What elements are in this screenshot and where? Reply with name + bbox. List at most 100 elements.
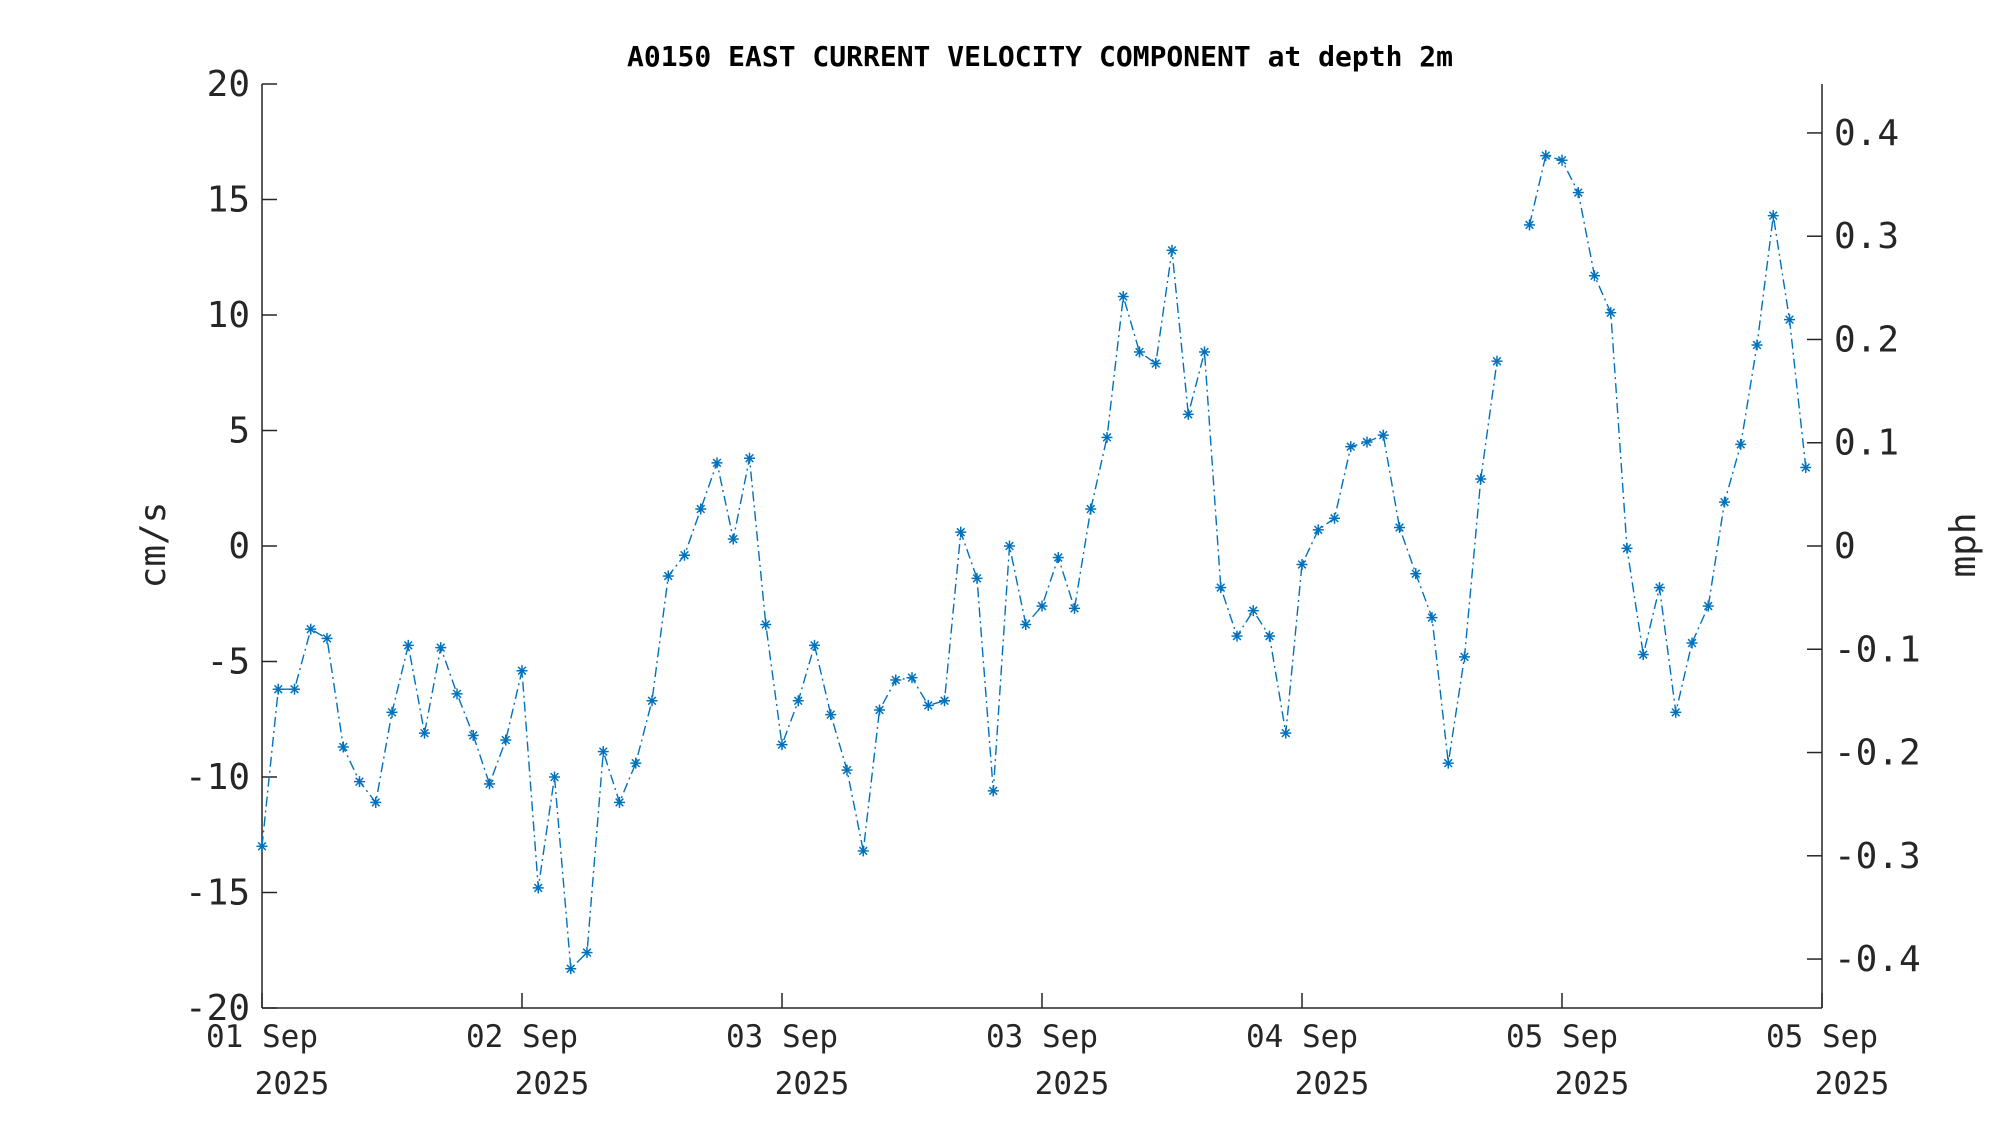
data-point bbox=[1312, 524, 1324, 536]
data-point bbox=[1719, 496, 1730, 508]
data-point bbox=[565, 963, 577, 975]
data-point bbox=[1264, 630, 1275, 642]
y-tick-label-right: -0.2 bbox=[1834, 733, 1921, 774]
data-point bbox=[987, 785, 999, 797]
data-point bbox=[1637, 649, 1649, 661]
data-point bbox=[289, 683, 300, 695]
data-point bbox=[1800, 461, 1812, 473]
y-tick-label-right: -0.3 bbox=[1834, 836, 1921, 877]
data-point bbox=[500, 734, 512, 746]
data-point bbox=[467, 729, 479, 741]
data-point bbox=[955, 526, 967, 538]
y-tick-label-right: 0.3 bbox=[1834, 216, 1899, 257]
data-point bbox=[435, 642, 447, 654]
y-tick-label-right: -0.4 bbox=[1834, 939, 1921, 980]
data-point bbox=[1036, 600, 1048, 612]
data-point bbox=[646, 695, 658, 707]
data-point bbox=[1540, 150, 1552, 162]
plot-axes: 20 15 10 5 0 -5 -10 -15 -20 0.4 0.3 0.2 0.1 0 -0.1 -0.2… bbox=[185, 64, 1921, 1102]
x-tick-label-day: 01 Sep bbox=[206, 1019, 318, 1055]
data-point bbox=[370, 796, 382, 808]
data-point bbox=[1329, 512, 1340, 524]
data-point bbox=[857, 845, 869, 857]
y-tick-label-right: 0 bbox=[1834, 526, 1856, 567]
y-axis-label-right: mph bbox=[1943, 512, 1984, 577]
y-tick-label-left: 10 bbox=[207, 295, 250, 336]
data-point bbox=[532, 882, 544, 894]
data-point bbox=[939, 695, 950, 707]
y-tick-label-right: -0.1 bbox=[1834, 629, 1921, 670]
y-tick-label-right: 0.4 bbox=[1834, 113, 1899, 154]
x-tick-label-day: 03 Sep bbox=[726, 1019, 838, 1055]
data-point bbox=[1361, 436, 1373, 448]
data-point bbox=[1735, 438, 1747, 450]
data-point bbox=[727, 533, 739, 545]
data-point bbox=[1247, 605, 1259, 617]
y-tick-label-left: 15 bbox=[207, 180, 250, 221]
data-point bbox=[1784, 314, 1795, 326]
x-tick-label-year: 2025 bbox=[515, 1066, 590, 1102]
data-point bbox=[1166, 244, 1178, 256]
data-point bbox=[1767, 210, 1779, 222]
y-tick-label-right: 0.1 bbox=[1834, 423, 1899, 464]
x-tick-label-year: 2025 bbox=[1815, 1066, 1890, 1102]
data-point bbox=[792, 695, 804, 707]
data-point bbox=[809, 639, 820, 651]
data-point bbox=[354, 776, 365, 788]
y-tick-label-left: 5 bbox=[228, 411, 250, 452]
data-point bbox=[581, 947, 593, 959]
data-point bbox=[516, 665, 528, 677]
data-point bbox=[1621, 542, 1633, 554]
data-point bbox=[695, 503, 707, 515]
x-tick-label-day: 03 Sep bbox=[986, 1019, 1098, 1055]
data-point bbox=[1572, 187, 1584, 199]
data-point bbox=[1134, 346, 1145, 358]
data-point bbox=[451, 688, 463, 700]
data-point bbox=[1670, 706, 1682, 718]
data-point bbox=[906, 672, 918, 684]
x-tick-label-year: 2025 bbox=[255, 1066, 330, 1102]
x-tick-label-day: 02 Sep bbox=[466, 1019, 578, 1055]
y-tick-label-left: 20 bbox=[207, 64, 250, 105]
x-tick-label-year: 2025 bbox=[1555, 1066, 1630, 1102]
data-point bbox=[1605, 307, 1617, 319]
data-point bbox=[874, 704, 885, 716]
data-point bbox=[419, 727, 430, 739]
data-point bbox=[1524, 219, 1535, 231]
data-point bbox=[662, 570, 674, 582]
data-point bbox=[1182, 408, 1194, 420]
data-point bbox=[1426, 612, 1438, 624]
data-point bbox=[597, 746, 609, 758]
data-point bbox=[1654, 582, 1665, 594]
data-point bbox=[1020, 619, 1032, 631]
data-point bbox=[1069, 602, 1080, 614]
y-tick-label-left: -15 bbox=[185, 873, 250, 914]
data-point bbox=[776, 739, 788, 751]
data-point bbox=[890, 674, 902, 686]
data-point bbox=[1004, 540, 1015, 552]
data-point bbox=[1556, 154, 1568, 166]
data-point bbox=[484, 778, 495, 790]
y-axis-label-left: cm/s bbox=[133, 502, 174, 589]
plot-marks bbox=[256, 150, 1812, 975]
data-point bbox=[1085, 503, 1097, 515]
x-tick-label-year: 2025 bbox=[1295, 1066, 1370, 1102]
data-point bbox=[1199, 346, 1210, 358]
data-point bbox=[744, 452, 755, 464]
data-point bbox=[1231, 630, 1243, 642]
data-point bbox=[402, 639, 414, 651]
x-tick-label-year: 2025 bbox=[1035, 1066, 1110, 1102]
chart-title: A0150 EAST CURRENT VELOCITY COMPONENT at… bbox=[627, 40, 1453, 73]
data-point bbox=[1475, 473, 1487, 485]
data-point bbox=[337, 741, 349, 753]
data-point bbox=[1377, 429, 1389, 441]
x-tick-label-day: 05 Sep bbox=[1506, 1019, 1618, 1055]
data-point bbox=[1101, 431, 1113, 443]
y-tick-label-left: -20 bbox=[185, 988, 250, 1029]
data-point bbox=[614, 796, 625, 808]
data-point bbox=[272, 683, 284, 695]
data-point bbox=[1589, 270, 1600, 282]
data-point bbox=[1052, 552, 1064, 564]
data-point bbox=[1150, 358, 1162, 370]
